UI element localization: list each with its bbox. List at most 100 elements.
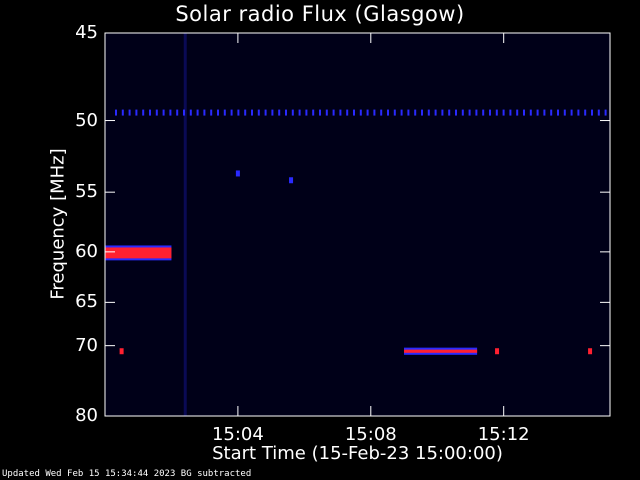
interference-dot: [203, 109, 206, 116]
interference-dot: [217, 109, 219, 116]
interference-dot: [257, 109, 260, 116]
interference-dot: [591, 109, 593, 116]
x-tick-label: 15:12: [477, 424, 530, 445]
y-axis-label: Frequency [MHz]: [47, 148, 69, 300]
interference-dot: [577, 109, 580, 116]
burst-spot-5: [235, 170, 240, 177]
interference-dot: [393, 109, 396, 116]
interference-dot: [584, 109, 587, 116]
interference-dot: [162, 109, 165, 116]
interference-dot: [557, 109, 559, 116]
interference-dot: [189, 109, 192, 116]
interference-dot: [536, 109, 539, 116]
interference-dot: [529, 109, 532, 116]
plot-background: [105, 33, 610, 416]
interference-dot: [128, 109, 131, 116]
interference-dot: [604, 109, 607, 116]
interference-dot: [312, 109, 315, 116]
y-tick-label: 45: [75, 22, 98, 43]
plot-frame: [104, 32, 611, 417]
burst-spot-3: [495, 348, 500, 355]
interference-dot: [366, 109, 369, 116]
interference-dot: [441, 109, 444, 116]
interference-dot: [495, 109, 498, 116]
interference-dot: [149, 109, 151, 116]
interference-dot: [448, 109, 451, 116]
chart-title: Solar radio Flux (Glasgow): [175, 2, 465, 26]
interference-dot: [210, 109, 213, 116]
interference-dot: [115, 109, 117, 116]
x-tick-label: 15:08: [344, 424, 397, 445]
interference-dot: [475, 109, 478, 116]
interference-dot: [380, 109, 383, 116]
interference-dot: [251, 109, 253, 116]
interference-dot: [135, 109, 138, 116]
interference-dot: [516, 109, 519, 116]
interference-dot: [155, 109, 158, 116]
interference-dot: [176, 109, 179, 116]
interference-dot: [244, 109, 247, 116]
y-tick-label: 65: [75, 291, 98, 313]
interference-dot: [291, 109, 294, 116]
interference-dot: [523, 109, 525, 116]
interference-dot: [550, 109, 553, 116]
burst-spot-6: [289, 177, 294, 184]
interference-dot: [278, 109, 281, 116]
interference-dot: [305, 109, 308, 116]
interference-dot: [183, 109, 185, 116]
interference-dot: [196, 109, 199, 116]
update-footer: Updated Wed Feb 15 15:34:44 2023 BG subt…: [2, 469, 252, 479]
interference-dot: [597, 109, 600, 116]
interference-dot: [563, 109, 566, 116]
x-axis-label: Start Time (15-Feb-23 15:00:00): [212, 443, 503, 464]
y-tick-label: 80: [75, 405, 98, 426]
interference-dot: [332, 109, 335, 116]
interference-dot: [421, 109, 423, 116]
y-tick-label: 70: [75, 334, 98, 356]
y-tick-label: 50: [75, 109, 98, 131]
interference-dot: [373, 109, 376, 116]
interference-dot: [455, 109, 457, 116]
burst-spot-2: [119, 348, 124, 355]
dotted-interference-8: [115, 109, 607, 116]
y-tick-label: 55: [75, 181, 98, 203]
interference-dot: [121, 109, 124, 116]
x-tick-label: 15:04: [211, 424, 264, 445]
interference-dot: [359, 109, 362, 116]
interference-dot: [142, 109, 145, 116]
interference-dot: [264, 109, 267, 116]
interference-dot: [223, 109, 226, 116]
interference-dot: [339, 109, 342, 116]
interference-dot: [461, 109, 464, 116]
interference-dot: [489, 109, 491, 116]
interference-dot: [482, 109, 485, 116]
interference-dot: [285, 109, 287, 116]
interference-dot: [509, 109, 512, 116]
spectrogram-features: [105, 33, 607, 416]
interference-dot: [346, 109, 349, 116]
axis-ticks: [105, 32, 610, 417]
interference-dot: [427, 109, 430, 116]
interference-dot: [298, 109, 301, 116]
interference-dot: [570, 109, 573, 116]
interference-dot: [407, 109, 410, 116]
interference-dot: [400, 109, 403, 116]
interference-dot: [387, 109, 389, 116]
interference-dot: [325, 109, 328, 116]
interference-dot: [543, 109, 546, 116]
interference-dot: [353, 109, 355, 116]
interference-line-7: [183, 33, 187, 416]
interference-dot: [169, 109, 172, 116]
interference-dot: [414, 109, 417, 116]
interference-dot: [319, 109, 321, 116]
band-core-0: [105, 247, 172, 259]
interference-dot: [230, 109, 233, 116]
interference-dot: [271, 109, 274, 116]
y-tick-label: 60: [75, 240, 98, 262]
interference-dot: [468, 109, 471, 116]
interference-dot: [502, 109, 505, 116]
burst-spot-4: [588, 348, 593, 355]
interference-dot: [237, 109, 240, 116]
band-core-1: [404, 349, 478, 353]
